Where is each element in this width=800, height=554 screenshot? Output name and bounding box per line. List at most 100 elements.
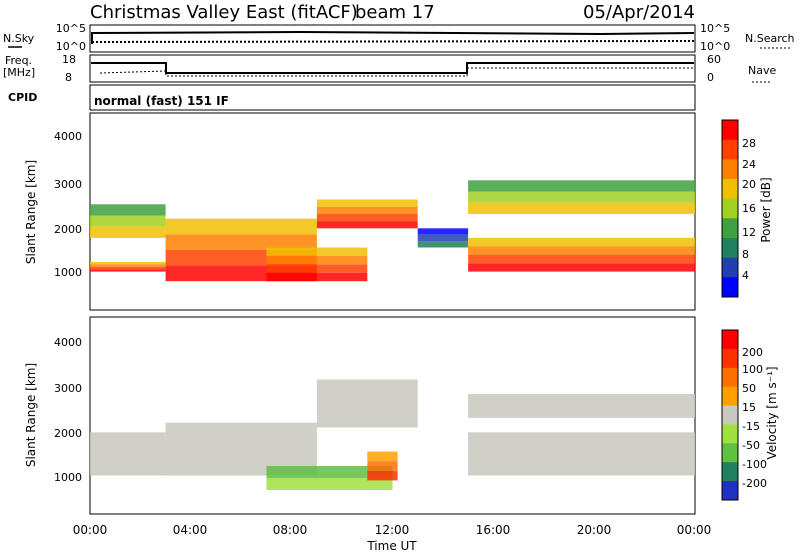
power-cbar-swatch-2 — [722, 159, 738, 180]
power-band-1-0 — [90, 204, 166, 216]
power-band-6-0 — [468, 237, 695, 247]
nsearch-label: N.Search — [745, 32, 795, 45]
date-label: 05/Apr/2014 — [583, 2, 695, 23]
velocity-cbar-swatch-6 — [722, 443, 738, 463]
velocity-ytick-3000: 3000 — [54, 382, 82, 395]
velocity-colorbar-tick-15: 15 — [742, 401, 756, 414]
power-band-1-1 — [90, 215, 166, 227]
power-cbar-swatch-0 — [722, 120, 738, 141]
power-ytick-4000: 4000 — [54, 130, 82, 143]
velocity-cbar-swatch-0 — [722, 330, 738, 350]
velocity-colorbar-tick-minus100: -100 — [742, 458, 767, 471]
x-axis-label: Time UT — [366, 539, 417, 553]
x-tick-1600: 16:00 — [476, 523, 511, 537]
velocity-cbar-swatch-4 — [722, 405, 738, 425]
power-band-6-2 — [468, 254, 695, 264]
velocity-colorbar-swatches — [722, 330, 738, 501]
power-band-1-2 — [90, 226, 166, 238]
velocity-colorbar-tick-minus15: -15 — [742, 420, 760, 433]
power-colorbar-tick-24: 24 — [742, 158, 756, 171]
nsky-trace — [91, 30, 695, 44]
nsky-tick-bottom: 10^0 — [56, 40, 86, 53]
power-band-3-3 — [266, 272, 368, 282]
velocity-band-2-1 — [266, 478, 393, 490]
power-ytick-1000: 1000 — [54, 266, 82, 279]
power-band-2-0 — [165, 218, 317, 235]
power-cbar-swatch-4 — [722, 198, 738, 219]
power-band-3-2 — [266, 264, 368, 273]
velocity-colorbar-tick-200: 200 — [742, 346, 763, 359]
power-colorbar-tick-16: 16 — [742, 202, 756, 215]
power-band-5-1 — [417, 234, 469, 242]
power-ytick-2000: 2000 — [54, 223, 82, 236]
power-cbar-swatch-6 — [722, 238, 738, 259]
velocity-colorbar-tick-100: 100 — [742, 363, 763, 376]
power-cbar-swatch-1 — [722, 139, 738, 160]
velocity-band-2-0 — [266, 466, 393, 478]
nsearch-trace — [91, 40, 695, 43]
velocity-cbar-swatch-2 — [722, 367, 738, 388]
freq-label-line1: Freq. — [5, 54, 32, 67]
freq-label-line2: [MHz] — [3, 66, 35, 79]
power-colorbar-frame — [721, 119, 739, 298]
power-band-6-1 — [468, 246, 695, 255]
power-ytick-3000: 3000 — [54, 178, 82, 191]
velocity-colorbar-label: Velocity [m s⁻¹] — [765, 366, 779, 459]
x-tick-1200: 12:00 — [375, 523, 410, 537]
x-tick-2400: 00:00 — [677, 523, 712, 537]
velocity-cbar-swatch-7 — [722, 462, 738, 482]
power-bands — [90, 180, 695, 282]
velocity-ytick-4000: 4000 — [54, 336, 82, 349]
power-band-4-0 — [316, 199, 418, 207]
x-tick-0000: 00:00 — [73, 523, 108, 537]
velocity-colorbar-frame — [721, 329, 739, 501]
velocity-panel: Slant Range [km] 4000 3000 2000 1000 00:… — [24, 316, 712, 553]
velocity-colorbar-tick-50: 50 — [742, 382, 756, 395]
power-band-7-2 — [468, 202, 695, 214]
power-band-7-0 — [468, 180, 695, 192]
power-band-7-1 — [468, 191, 695, 203]
velocity-colorbar: 200 100 50 15 -15 -50 -100 -200 Velocity… — [721, 329, 779, 501]
power-cbar-swatch-8 — [722, 277, 738, 298]
velocity-cbar-swatch-8 — [722, 481, 738, 501]
velocity-ytick-2000: 2000 — [54, 427, 82, 440]
velocity-bands — [90, 379, 695, 490]
velocity-colorbar-tick-minus50: -50 — [742, 439, 760, 452]
velocity-ytick-1000: 1000 — [54, 471, 82, 484]
freq-panel-frame — [89, 54, 696, 83]
velocity-band-6-0 — [468, 393, 695, 418]
power-band-0-1 — [90, 264, 166, 267]
power-colorbar-tick-12: 12 — [742, 226, 756, 239]
power-band-0-3 — [90, 269, 166, 272]
nsky-panel-frame — [89, 24, 696, 53]
freq-tick-top: 18 — [62, 53, 76, 66]
velocity-cbar-swatch-3 — [722, 386, 738, 407]
nsearch-tick-top: 10^5 — [700, 22, 730, 35]
power-colorbar-swatches — [722, 120, 738, 298]
power-cbar-swatch-5 — [722, 218, 738, 239]
velocity-band-3-1 — [367, 461, 398, 471]
power-cbar-swatch-7 — [722, 257, 738, 278]
nave-tick-bottom: 0 — [707, 71, 714, 84]
x-tick-0400: 04:00 — [173, 523, 208, 537]
power-colorbar-label: Power [dB] — [759, 177, 773, 242]
power-ylabel: Slant Range [km] — [24, 160, 38, 264]
power-colorbar-tick-20: 20 — [742, 178, 756, 191]
velocity-cbar-swatch-1 — [722, 348, 738, 369]
nave-tick-top: 60 — [707, 53, 721, 66]
power-band-4-1 — [316, 206, 418, 214]
power-band-6-3 — [468, 263, 695, 272]
power-band-3-1 — [266, 255, 368, 265]
cpid-label: CPID — [8, 91, 37, 104]
freq-trace — [91, 62, 694, 74]
power-colorbar-tick-8: 8 — [742, 248, 749, 261]
x-tick-2000: 20:00 — [577, 523, 612, 537]
nsearch-tick-bottom: 10^0 — [700, 40, 730, 53]
power-band-0-2 — [90, 266, 166, 270]
freq-tick-bottom: 8 — [65, 71, 72, 84]
cpid-text: normal (fast) 151 IF — [94, 94, 229, 108]
power-cbar-swatch-3 — [722, 179, 738, 200]
power-band-4-3 — [316, 221, 418, 229]
power-band-0-0 — [90, 262, 166, 265]
